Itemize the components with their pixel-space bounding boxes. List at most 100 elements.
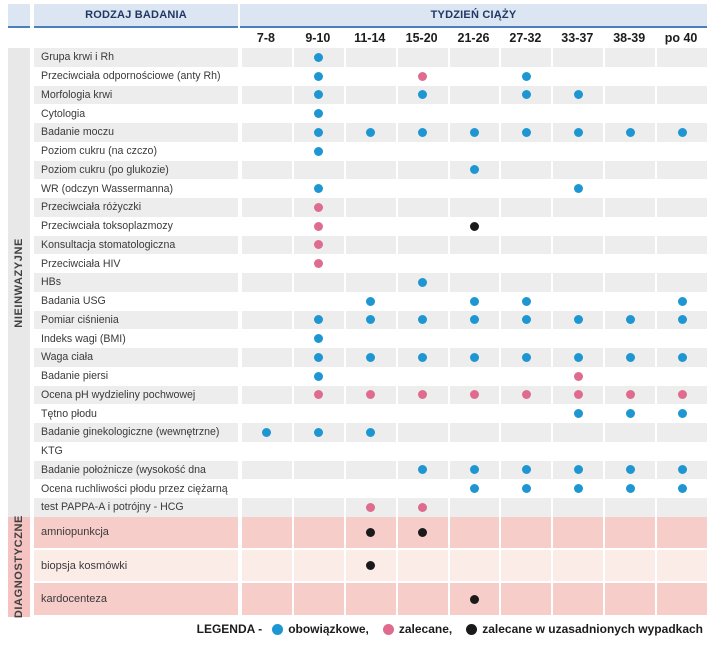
recommended-dot [382, 623, 394, 635]
legend-item-label: zalecane w uzasadnionych wypadkach [482, 622, 703, 636]
week-cell [395, 141, 448, 161]
week-cell [551, 423, 604, 442]
mandatory-dot [470, 296, 479, 306]
week-cell [499, 348, 552, 367]
week-cell [291, 404, 344, 423]
week-cell [655, 254, 707, 273]
week-cell [603, 198, 656, 217]
header-corner-block [8, 4, 30, 28]
week-cell [551, 179, 603, 198]
week-cell [551, 254, 603, 273]
week-cell [655, 216, 707, 236]
week-cell [343, 160, 396, 180]
table-row: Konsultacja stomatologiczna [34, 235, 708, 255]
week-cell [655, 198, 708, 217]
week-cell [603, 348, 656, 367]
week-cell [240, 235, 292, 255]
exam-name: Przeciwciała HIV [41, 257, 121, 270]
recommended-dot [314, 259, 324, 269]
mandatory-dot [418, 352, 428, 362]
section-label-diagnostic: DIAGNOSTYCZNE [13, 515, 25, 619]
week-cell [343, 254, 396, 273]
table-row: Pomiar ciśnienia [34, 310, 708, 330]
week-cell [499, 291, 551, 311]
week-cell [603, 516, 656, 549]
mandatory-dot [573, 409, 583, 419]
mandatory-dot [625, 127, 635, 137]
week-cell [551, 48, 604, 67]
exam-name: Przeciwciała toksoplazmozy [41, 220, 173, 233]
section-label-noninvasive: NIEINWAZYJNE [13, 237, 25, 328]
exam-name: kardocenteza [34, 583, 238, 615]
week-cell [291, 423, 344, 442]
mandatory-dot [262, 427, 272, 437]
week-cell [291, 123, 344, 142]
week-cell [447, 48, 500, 67]
week-cell [343, 291, 396, 311]
week-cell [240, 310, 292, 330]
week-cell [603, 254, 655, 273]
week-cell [395, 479, 448, 498]
week-cell [240, 441, 292, 461]
mandatory-dot [314, 334, 324, 344]
week-cell [240, 329, 292, 348]
week-cell [447, 550, 500, 582]
week-cell [499, 329, 551, 348]
week-label: 7-8 [256, 31, 275, 45]
week-cell [395, 273, 448, 292]
week-cell [291, 310, 344, 330]
mandatory-dot [366, 315, 376, 325]
week-cell [343, 498, 396, 517]
week-cell [343, 366, 396, 386]
week-cell [447, 141, 500, 161]
week-cell [291, 48, 344, 67]
table-row: Grupa krwi i Rh [34, 48, 708, 67]
legend-item-label: obowiązkowe, [288, 622, 369, 636]
week-cell [551, 198, 604, 217]
week-cell [343, 310, 396, 330]
mandatory-dot [366, 296, 376, 306]
week-cell [499, 123, 552, 142]
mandatory-dot [677, 127, 687, 137]
recommended-dot [418, 71, 428, 81]
week-cell [447, 198, 500, 217]
table-row: Waga ciała [34, 348, 708, 367]
mandatory-dot [625, 352, 635, 362]
week-cell [240, 460, 292, 480]
week-cell [655, 329, 707, 348]
recommended-dot [314, 221, 324, 231]
week-cell [447, 104, 500, 123]
week-cell [603, 583, 656, 615]
week-cell [551, 366, 603, 386]
week-cell [655, 516, 708, 549]
table-row: test PAPPA-A i potrójny - HCG [34, 498, 708, 517]
week-cell [655, 85, 708, 105]
justified-dot [366, 561, 376, 571]
week-cell [551, 460, 604, 480]
week-cell [343, 179, 396, 198]
recommended-dot [677, 390, 687, 400]
week-cell [447, 385, 500, 405]
mandatory-dot [573, 315, 583, 325]
week-cell [447, 123, 500, 142]
week-cell [603, 441, 655, 461]
week-cell [291, 216, 344, 236]
exam-type-column-header: RODZAJ BADANIA [34, 4, 238, 28]
week-cell [343, 123, 396, 142]
recommended-dot [521, 390, 531, 400]
week-cell [291, 550, 344, 582]
week-cell [240, 179, 292, 198]
exam-name: test PAPPA-A i potrójny - HCG [34, 498, 238, 517]
week-cell [551, 348, 604, 367]
week-cell [395, 291, 448, 311]
exam-name: Ocena ruchliwości płodu przez ciężarną [41, 482, 228, 495]
week-cell [395, 516, 448, 549]
week-cell [655, 104, 707, 123]
week-cell [343, 516, 396, 549]
week-cell [291, 141, 344, 161]
week-cell [499, 48, 552, 67]
week-cell [240, 216, 292, 236]
week-cell [343, 583, 396, 615]
mandatory-dot [521, 352, 531, 362]
week-cell [395, 198, 448, 217]
